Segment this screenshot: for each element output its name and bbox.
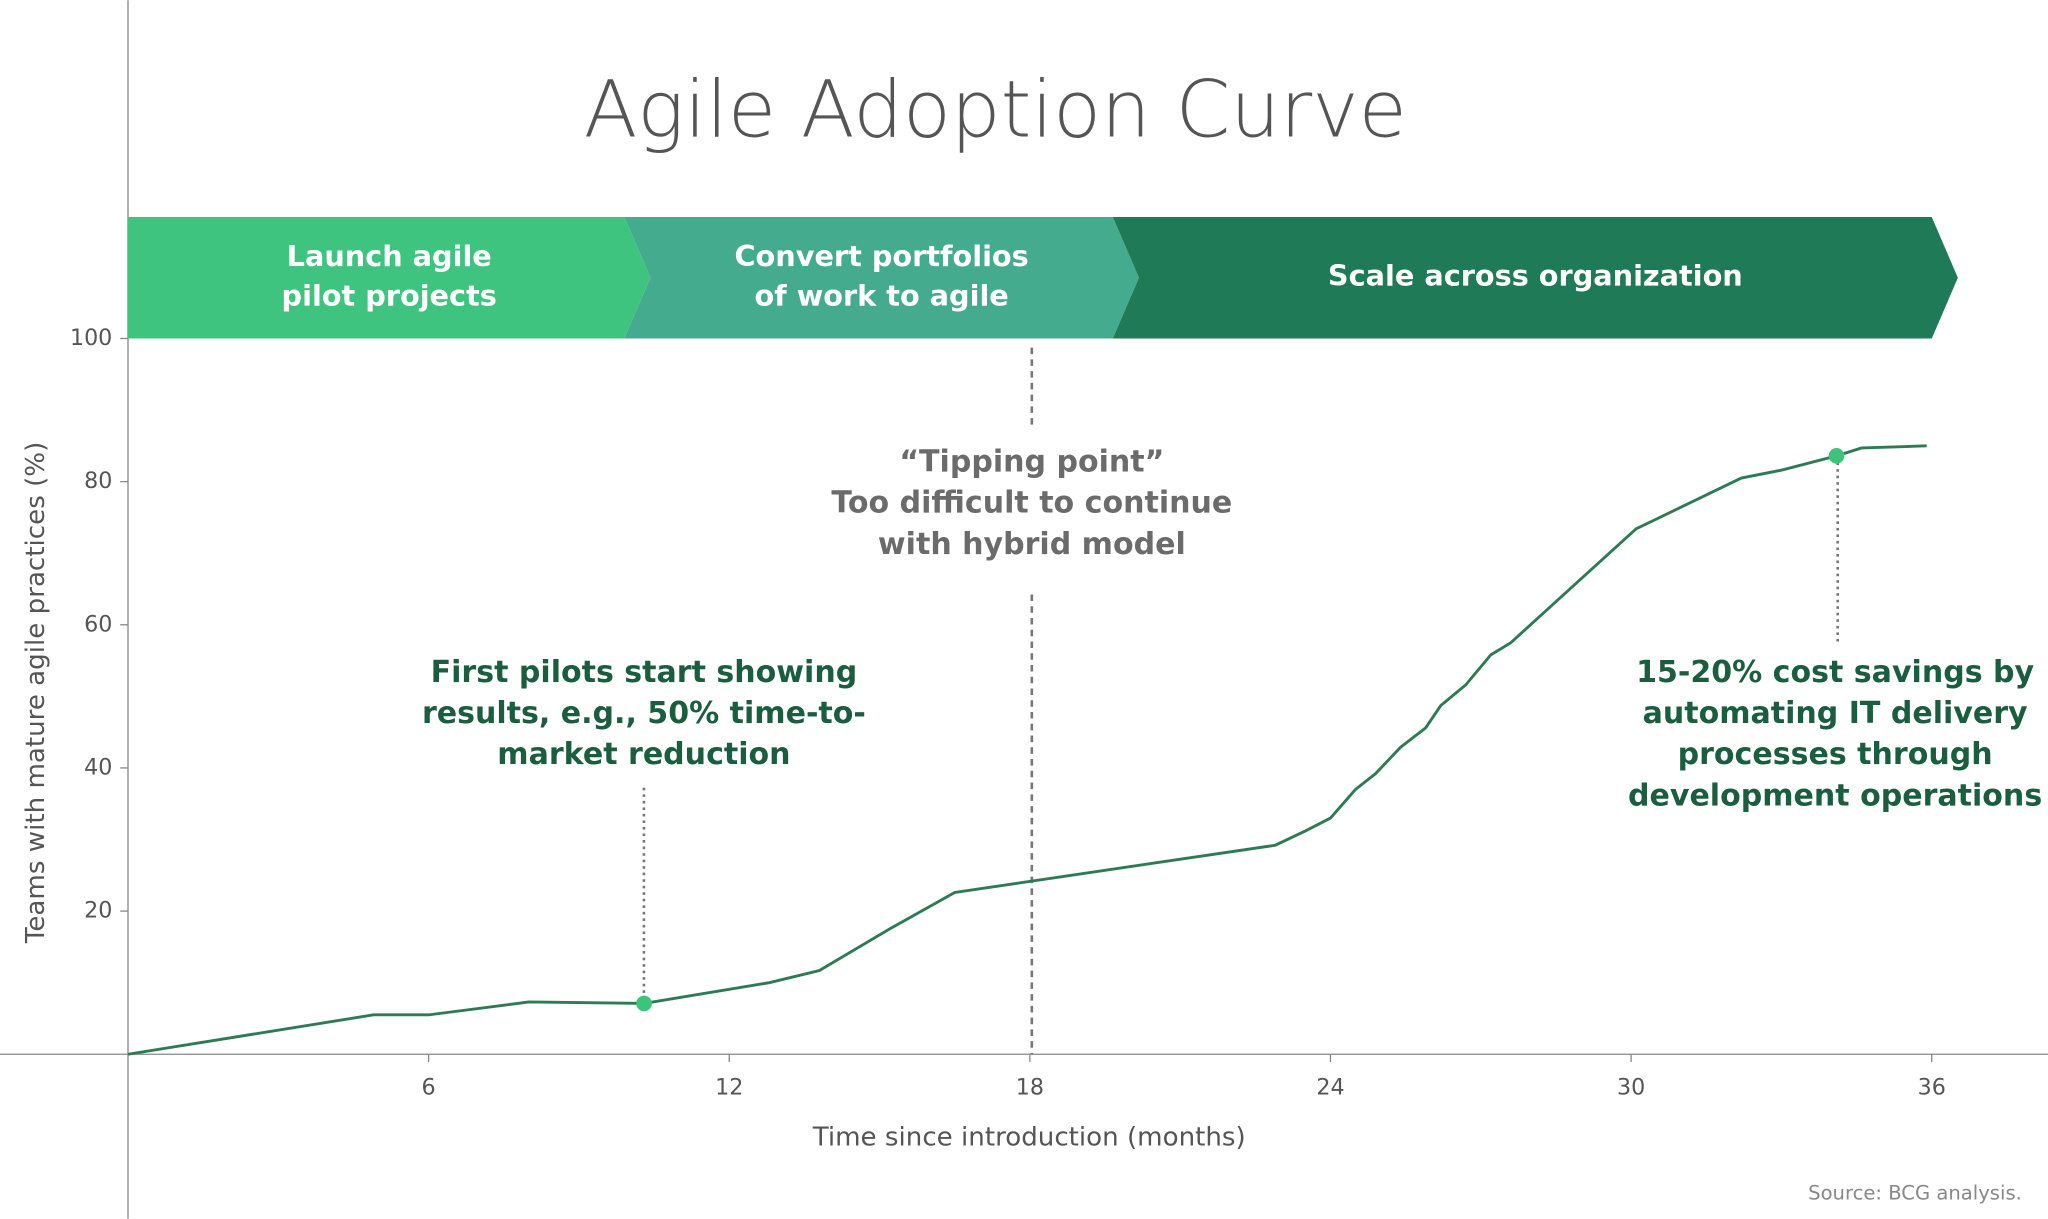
- annotation-line: First pilots start showing: [431, 654, 858, 689]
- phase-line: of work to agile: [754, 278, 1008, 312]
- y-tick-label: 20: [84, 898, 112, 924]
- phase-line: pilot projects: [282, 278, 497, 312]
- x-tick-label: 24: [1316, 1075, 1344, 1101]
- phase-label: Launch agile pilot projects: [282, 239, 497, 312]
- y-tick-label: 100: [70, 325, 112, 351]
- source: Source: BCG analysis.: [1808, 1181, 2022, 1204]
- annotation-line: automating IT delivery: [1643, 695, 2028, 730]
- chart-title: Agile Adoption Curve: [584, 65, 1407, 156]
- x-tick-label: 12: [715, 1075, 743, 1101]
- phase-line: Scale across organization: [1328, 259, 1743, 293]
- phase-label: Convert portfolios of work to agile: [734, 239, 1028, 312]
- annotation-line: results, e.g., 50% time-to-: [422, 695, 866, 730]
- y-tick-label: 40: [84, 754, 112, 780]
- y-tick-label: 60: [84, 611, 112, 637]
- x-tick-label: 18: [1016, 1075, 1044, 1101]
- annotation-line: processes through: [1678, 737, 1993, 772]
- phase-banner: [128, 217, 651, 339]
- highlight-point: [636, 995, 652, 1012]
- phase-line: Convert portfolios: [734, 239, 1028, 273]
- annotation-line: “Tipping point”: [899, 444, 1164, 479]
- phase-banner: [1112, 217, 1958, 339]
- data-line: [127, 444, 1927, 1056]
- highlight-point: [1828, 448, 1845, 464]
- annotation: First pilots start showing results, e.g.,…: [422, 654, 866, 771]
- x-axis-label: Time since introduction (months): [812, 1122, 1246, 1152]
- x-tick-label: 6: [422, 1075, 436, 1101]
- annotation-line: with hybrid model: [878, 526, 1186, 561]
- annotation-line: Too difficult to continue: [831, 485, 1232, 520]
- annotation: 15-20% cost savings by automating IT deli…: [1628, 654, 2042, 812]
- annotation: “Tipping point” Too difficult to continue…: [831, 444, 1232, 561]
- x-tick-label: 36: [1918, 1075, 1946, 1101]
- annotation-line: development operations: [1628, 778, 2042, 813]
- annotation-line: market reduction: [497, 737, 790, 772]
- y-axis-label: Teams with mature agile practices (%): [21, 442, 51, 944]
- phase-label: Scale across organization: [1328, 259, 1743, 293]
- y-tick-label: 80: [84, 468, 112, 494]
- phase-line: Launch agile: [287, 239, 492, 273]
- phase-banner: [624, 217, 1139, 339]
- x-tick-label: 30: [1617, 1075, 1645, 1101]
- annotation-line: 15-20% cost savings by: [1636, 654, 2034, 689]
